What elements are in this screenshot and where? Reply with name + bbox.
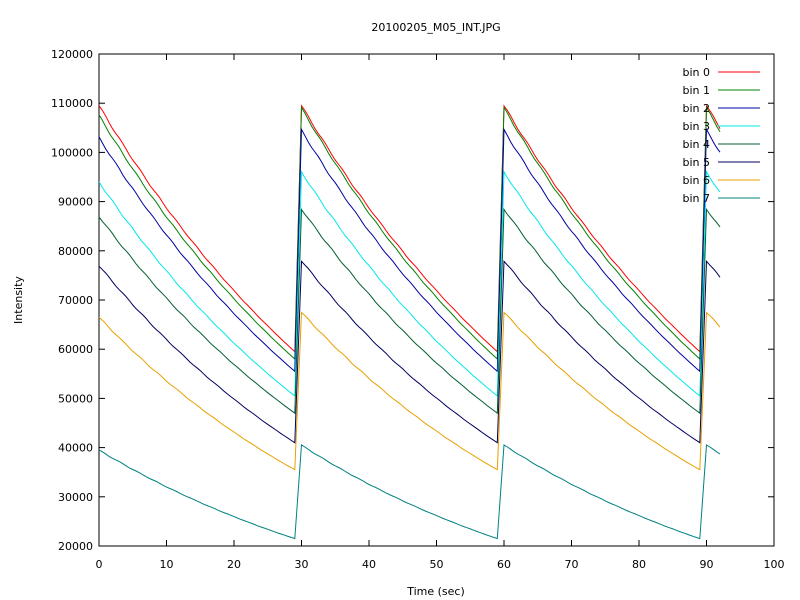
x-tick-label: 100 <box>764 558 785 571</box>
x-tick-label: 10 <box>160 558 174 571</box>
y-tick-label: 40000 <box>58 442 93 455</box>
y-axis-title: Intensity <box>12 276 25 324</box>
series-line-bin-4 <box>98 207 721 415</box>
x-tick-label: 60 <box>497 558 511 571</box>
legend-label-bin-2: bin 2 <box>682 102 710 115</box>
x-axis-title: Time (sec) <box>406 585 465 598</box>
y-tick-label: 120000 <box>51 48 93 61</box>
y-tick-label: 80000 <box>58 245 93 258</box>
y-tick-label: 60000 <box>58 343 93 356</box>
y-tick-label: 70000 <box>58 294 93 307</box>
y-tick-label: 110000 <box>51 97 93 110</box>
series-line-bin-6 <box>98 311 721 471</box>
series-line-bin-7 <box>98 444 721 540</box>
x-tick-label: 40 <box>362 558 376 571</box>
series-line-bin-5 <box>98 260 721 444</box>
x-tick-label: 20 <box>227 558 241 571</box>
legend-label-bin-7: bin 7 <box>682 192 710 205</box>
x-tick-label: 90 <box>700 558 714 571</box>
legend-label-bin-3: bin 3 <box>682 120 710 133</box>
x-tick-label: 80 <box>632 558 646 571</box>
series-layer <box>98 104 721 540</box>
series-line-bin-2 <box>98 127 721 373</box>
axes-layer: 0 10 20 30 40 50 60 70 80 90 100 20000 30000 40000 500… <box>51 48 785 571</box>
legend-label-bin-1: bin 1 <box>682 84 710 97</box>
x-tick-label: 30 <box>295 558 309 571</box>
legend-label-bin-6: bin 6 <box>682 174 710 187</box>
series-line-bin-0 <box>98 104 721 353</box>
legend-label-bin-5: bin 5 <box>682 156 710 169</box>
y-tick-label: 20000 <box>58 540 93 553</box>
x-tick-label: 50 <box>430 558 444 571</box>
legend-label-bin-0: bin 0 <box>682 66 710 79</box>
legend-label-bin-4: bin 4 <box>682 138 710 151</box>
y-tick-label: 90000 <box>58 196 93 209</box>
y-tick-label: 30000 <box>58 491 93 504</box>
chart-title: 20100205_M05_INT.JPG <box>371 21 500 34</box>
series-line-bin-1 <box>98 105 721 361</box>
series-line-bin-3 <box>98 169 721 397</box>
x-tick-label: 0 <box>96 558 103 571</box>
legend: bin 0 bin 1 bin 2 bin 3 bin 4 bin 5 bin 6 bin 7 <box>682 66 760 205</box>
y-tick-label: 50000 <box>58 392 93 405</box>
y-tick-label: 100000 <box>51 146 93 159</box>
x-tick-label: 70 <box>565 558 579 571</box>
